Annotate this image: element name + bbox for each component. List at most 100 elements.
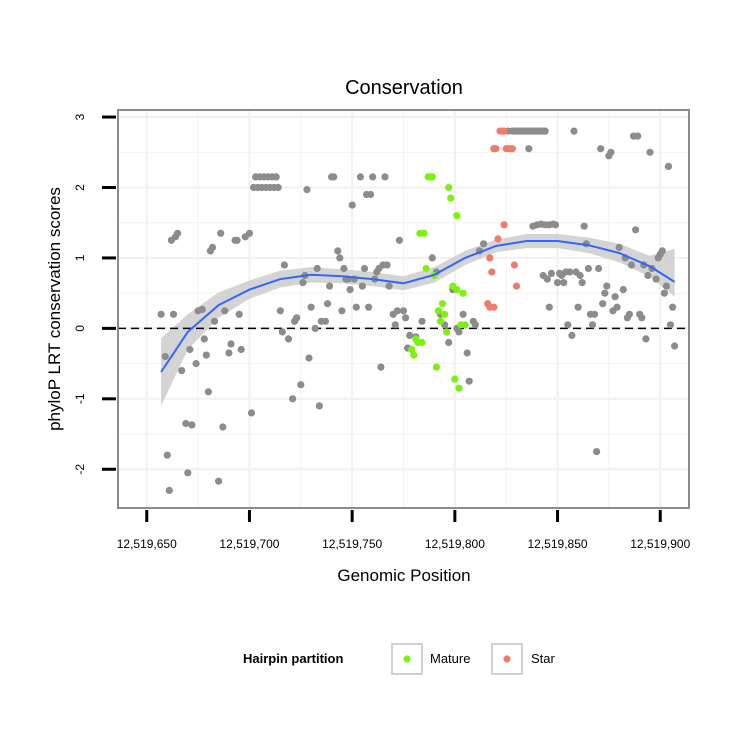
point-other bbox=[200, 335, 208, 343]
point-star bbox=[512, 282, 521, 290]
point-star bbox=[492, 145, 500, 153]
point-other bbox=[395, 236, 403, 244]
point-mature bbox=[434, 307, 442, 315]
point-other bbox=[615, 243, 623, 251]
point-other bbox=[664, 162, 673, 170]
point-mature bbox=[418, 338, 426, 347]
point-mature bbox=[455, 384, 463, 392]
legend-marker-mature bbox=[403, 655, 411, 663]
point-other bbox=[307, 303, 315, 311]
point-other bbox=[303, 186, 311, 194]
x-axis-title: Genomic Position bbox=[337, 566, 470, 585]
point-mature bbox=[428, 173, 436, 181]
point-other bbox=[346, 286, 354, 294]
point-other bbox=[607, 148, 615, 156]
point-other bbox=[428, 254, 436, 262]
point-other bbox=[578, 279, 586, 287]
point-other bbox=[638, 314, 646, 322]
point-other bbox=[245, 229, 254, 237]
point-other bbox=[299, 279, 307, 287]
point-other bbox=[358, 282, 366, 290]
point-other bbox=[634, 132, 642, 140]
point-other bbox=[348, 201, 356, 209]
point-mature bbox=[436, 317, 445, 325]
point-other bbox=[165, 486, 173, 494]
point-other bbox=[652, 275, 660, 283]
point-other bbox=[632, 226, 640, 234]
legend-item-star: Star bbox=[491, 643, 556, 675]
point-other bbox=[611, 293, 619, 301]
point-other bbox=[278, 328, 286, 336]
point-other bbox=[315, 402, 323, 410]
point-other bbox=[338, 307, 346, 315]
point-other bbox=[580, 222, 588, 230]
point-other bbox=[590, 310, 599, 318]
point-other bbox=[601, 289, 609, 297]
point-other bbox=[551, 221, 560, 229]
point-other bbox=[525, 145, 533, 153]
point-other bbox=[227, 340, 235, 348]
point-other bbox=[356, 173, 364, 181]
y-tick-label: -2 bbox=[73, 464, 87, 475]
point-star bbox=[500, 127, 508, 135]
point-other bbox=[182, 419, 190, 428]
point-other bbox=[459, 310, 467, 318]
point-other bbox=[293, 314, 301, 322]
point-other bbox=[560, 279, 568, 287]
point-other bbox=[541, 127, 549, 135]
y-axis: -2 -1 0 1 2 3 bbox=[73, 113, 116, 475]
point-mature bbox=[459, 289, 467, 297]
point-other bbox=[272, 173, 280, 181]
legend-label-star: Star bbox=[531, 651, 556, 666]
point-mature bbox=[438, 300, 447, 308]
point-other bbox=[219, 423, 227, 431]
point-other bbox=[662, 282, 671, 290]
point-other bbox=[463, 349, 471, 357]
point-other bbox=[336, 254, 344, 262]
point-other bbox=[445, 338, 453, 347]
point-star bbox=[486, 254, 494, 262]
point-mature bbox=[443, 328, 451, 336]
x-tick-label: 12,519,900 bbox=[630, 537, 690, 551]
x-tick-label: 12,519,750 bbox=[322, 537, 382, 551]
point-other bbox=[334, 247, 342, 255]
point-other bbox=[202, 351, 210, 359]
smooth-line-group bbox=[160, 240, 676, 373]
point-other bbox=[215, 477, 223, 485]
point-other bbox=[642, 335, 650, 343]
point-mature bbox=[408, 345, 416, 354]
legend: Hairpin partition Mature Star bbox=[243, 643, 556, 675]
point-other bbox=[233, 236, 241, 244]
point-other bbox=[669, 303, 677, 311]
point-other bbox=[192, 360, 200, 368]
point-other bbox=[352, 303, 360, 311]
x-tick-label: 12,519,850 bbox=[528, 537, 588, 551]
point-other bbox=[391, 321, 399, 329]
point-other bbox=[480, 240, 488, 248]
point-other bbox=[369, 173, 377, 181]
legend-label-mature: Mature bbox=[430, 651, 470, 666]
point-other bbox=[313, 264, 321, 273]
point-other bbox=[570, 127, 578, 135]
point-other bbox=[595, 264, 603, 273]
point-mature bbox=[453, 286, 461, 294]
panel-border bbox=[117, 109, 690, 509]
point-other bbox=[671, 342, 679, 350]
point-other bbox=[471, 321, 479, 329]
y-tick-label: 0 bbox=[73, 325, 87, 332]
point-other bbox=[174, 229, 182, 237]
legend-title: Hairpin partition bbox=[243, 651, 343, 666]
point-other bbox=[184, 469, 192, 477]
point-other bbox=[225, 349, 233, 357]
point-other bbox=[381, 173, 389, 181]
point-other bbox=[280, 261, 288, 269]
point-other bbox=[545, 303, 553, 311]
point-mature bbox=[461, 321, 469, 329]
point-other bbox=[330, 173, 338, 181]
point-other bbox=[644, 271, 652, 280]
point-other bbox=[367, 190, 375, 199]
point-other bbox=[574, 303, 582, 311]
point-other bbox=[553, 279, 562, 287]
